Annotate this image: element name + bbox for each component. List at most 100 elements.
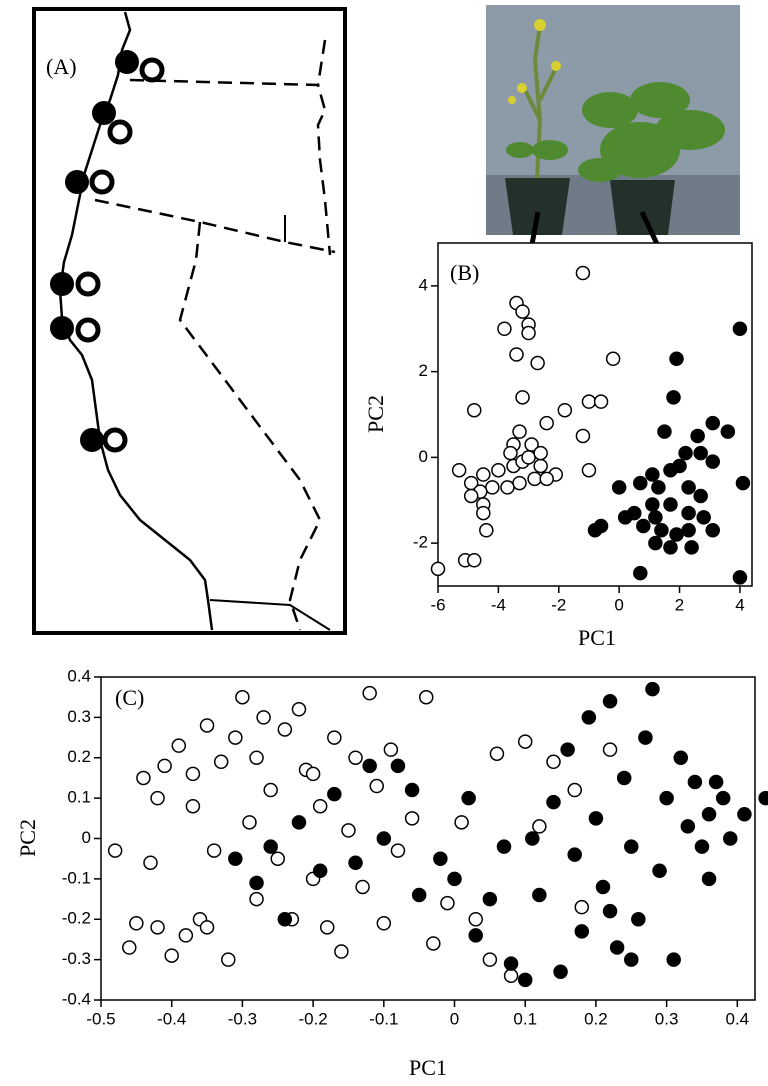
sample-sites-open [75, 57, 165, 453]
point [701, 807, 717, 822]
point [305, 766, 321, 782]
point [242, 815, 257, 830]
x-tick-label: 4 [735, 595, 744, 614]
point [633, 475, 648, 491]
point [532, 887, 547, 903]
point [532, 819, 547, 834]
point [199, 920, 215, 935]
point [512, 424, 527, 439]
point [693, 445, 708, 461]
point [616, 770, 632, 786]
point [533, 458, 548, 474]
state-border [94, 198, 336, 631]
point [348, 855, 363, 870]
x-tick-label: -0.2 [298, 1009, 327, 1028]
point [705, 454, 720, 469]
point [503, 956, 519, 971]
point [527, 471, 542, 487]
point [263, 839, 278, 854]
x-tick-label: -6 [430, 595, 445, 614]
point [327, 786, 342, 802]
point [500, 480, 515, 495]
point [150, 790, 165, 806]
border [209, 215, 331, 631]
point [206, 843, 222, 858]
plant-photo [486, 5, 740, 235]
point [732, 321, 748, 336]
y-tick-label: -0.1 [62, 868, 91, 887]
point [404, 782, 420, 798]
point [595, 879, 611, 895]
point [659, 790, 674, 806]
point [376, 831, 392, 846]
point [376, 916, 392, 931]
x-axis-title: PC1 [578, 625, 616, 650]
x-tick-label: -4 [491, 595, 506, 614]
pot [505, 178, 570, 235]
point [256, 710, 271, 725]
point [213, 754, 229, 770]
point [263, 782, 278, 798]
y-tick-label: -2 [413, 533, 428, 552]
point [546, 754, 561, 770]
point [451, 462, 467, 478]
point [497, 321, 512, 336]
x-tick-label: 2 [675, 595, 684, 614]
panel-label: (B) [450, 260, 479, 285]
point [611, 480, 627, 495]
leaves [506, 82, 725, 182]
point [533, 445, 548, 461]
point [178, 928, 194, 943]
point [673, 750, 689, 765]
point [454, 815, 469, 830]
point [666, 390, 681, 405]
point [663, 540, 678, 555]
x-tick-label: -0.3 [228, 1009, 257, 1028]
point [557, 402, 573, 418]
point [602, 742, 618, 757]
point [617, 510, 633, 525]
y-tick-label: 0.3 [67, 707, 91, 726]
point [705, 415, 720, 431]
point [539, 471, 554, 487]
point [249, 891, 264, 907]
point [624, 839, 639, 854]
panel-label: (C) [115, 685, 144, 710]
point [645, 497, 660, 512]
point [654, 523, 669, 538]
point [669, 351, 684, 367]
point [433, 851, 448, 866]
point [609, 940, 625, 955]
point [681, 523, 696, 538]
point [463, 488, 479, 504]
point [575, 428, 591, 444]
point [530, 355, 545, 371]
point [732, 570, 748, 585]
point [468, 928, 483, 943]
point [249, 875, 264, 891]
y-tick-label: -0.3 [62, 949, 91, 968]
point [277, 722, 293, 737]
x-tick-label: -0.4 [157, 1009, 186, 1028]
point [466, 402, 482, 418]
point [588, 811, 604, 826]
x-tick-label: 0 [450, 1009, 459, 1028]
x-tick-label: 0.2 [584, 1009, 608, 1028]
point [482, 952, 498, 967]
point [517, 972, 533, 988]
point [249, 750, 264, 765]
point [693, 488, 708, 504]
point [669, 527, 684, 542]
point [663, 497, 678, 512]
point [648, 535, 663, 551]
point [605, 351, 621, 367]
point [277, 912, 293, 927]
point [521, 450, 536, 465]
point [404, 811, 420, 826]
point [185, 798, 201, 814]
point [648, 510, 663, 525]
x-tick-label: 0.3 [655, 1009, 679, 1028]
y-tick-label: 0.4 [67, 666, 91, 685]
point [235, 689, 250, 705]
point [362, 685, 377, 701]
